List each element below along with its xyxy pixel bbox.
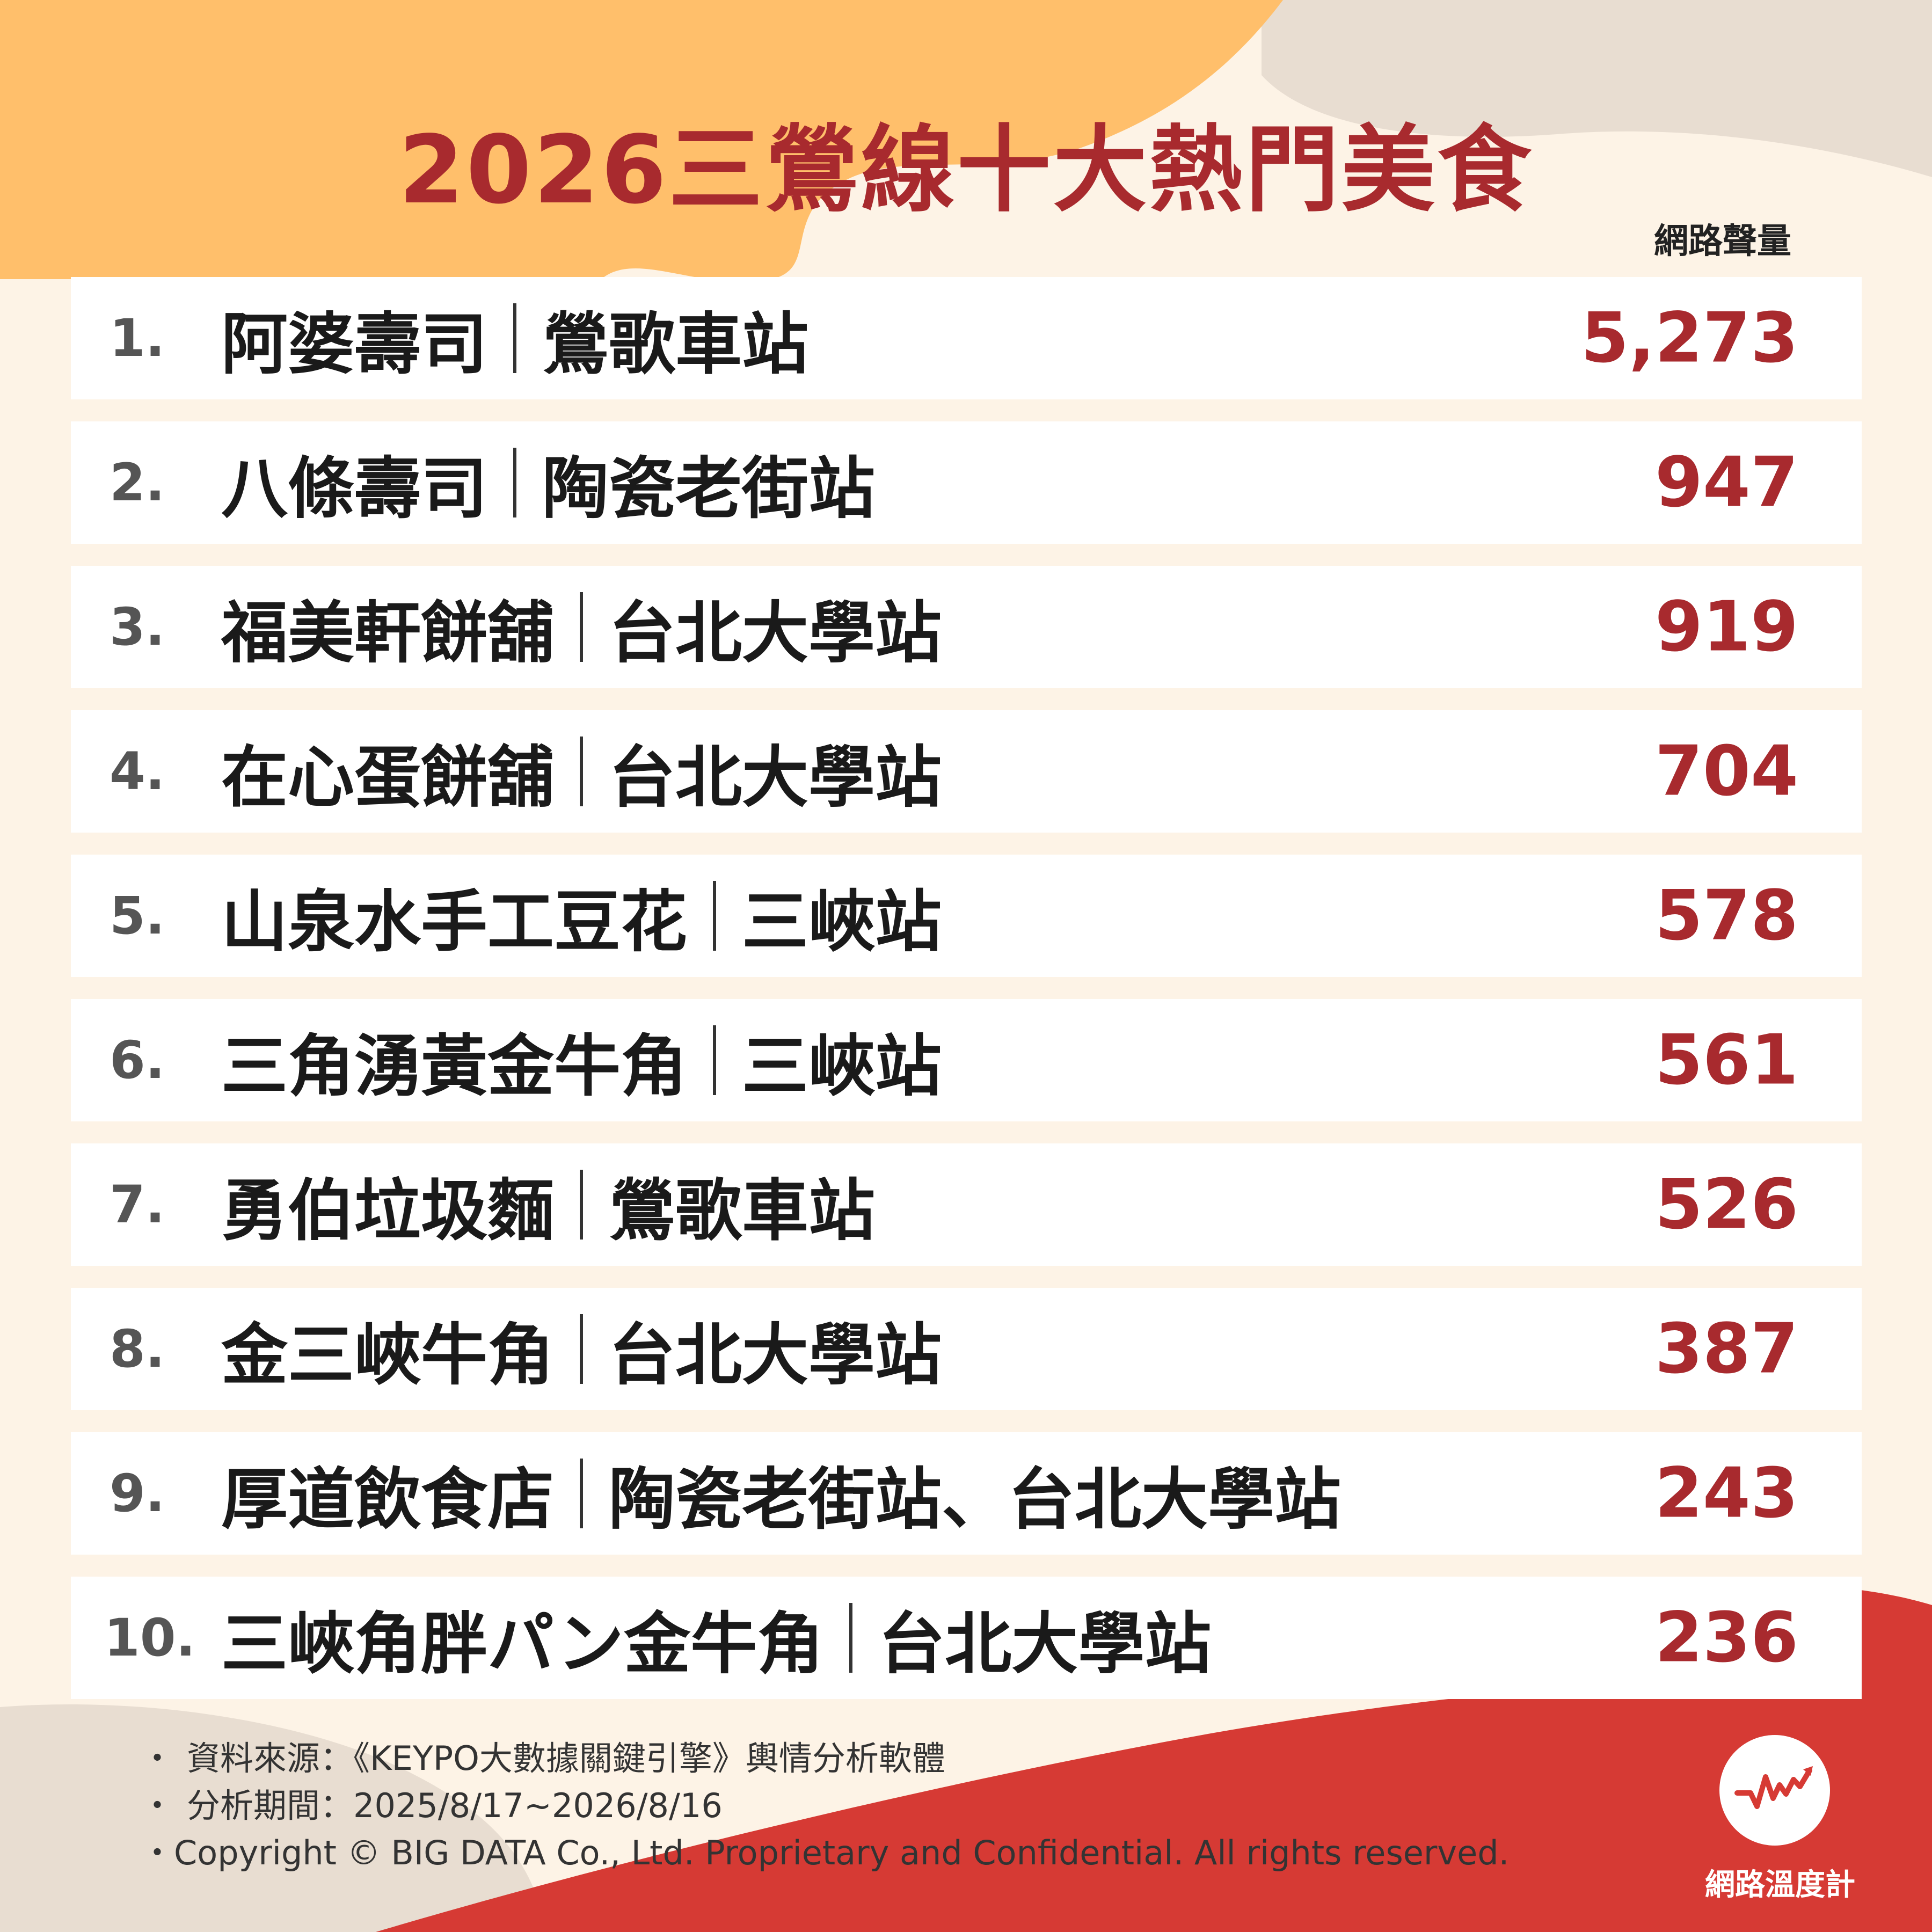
restaurant-name: 山泉水手工豆花	[221, 884, 688, 961]
bullet: ・	[141, 1786, 174, 1825]
restaurant-name: 三角湧黃金牛角	[221, 1028, 688, 1105]
restaurant-name: 金三峽牛角	[221, 1317, 555, 1394]
list-item: 3. 福美軒餅舖 台北大學站 919	[71, 566, 1862, 688]
rank-number: 9.	[110, 1463, 165, 1523]
divider	[849, 1603, 853, 1673]
station-name: 陶瓷老街站、台北大學站	[609, 1461, 1342, 1539]
divider	[580, 592, 584, 662]
volume-value: 236	[1654, 1598, 1798, 1678]
divider	[580, 1459, 584, 1528]
brand-logo: 網路溫度計	[1705, 1735, 1855, 1904]
station-name: 台北大學站	[878, 1606, 1212, 1683]
restaurant-name: 阿婆壽司	[221, 306, 488, 383]
volume-value: 578	[1654, 876, 1798, 956]
volume-value: 947	[1654, 442, 1798, 523]
copyright-note: ・Copyright © BIG DATA Co., Ltd. Propriet…	[141, 1833, 1510, 1872]
station-name: 鶯歌車站	[542, 306, 809, 383]
restaurant-name: 八條壽司	[221, 450, 488, 528]
station-name: 台北大學站	[609, 1317, 942, 1394]
list-item: 4. 在心蛋餅舖 台北大學站 704	[71, 710, 1862, 833]
restaurant-name: 在心蛋餅舖	[221, 739, 555, 816]
list-item: 7. 勇伯垃圾麵 鶯歌車站 526	[71, 1143, 1862, 1266]
list-item: 6. 三角湧黃金牛角 三峽站 561	[71, 999, 1862, 1121]
period-note: ・分析期間：2025/8/17~2026/8/16	[141, 1786, 723, 1825]
rank-number: 2.	[110, 453, 165, 513]
divider	[513, 303, 517, 373]
divider	[580, 1170, 584, 1240]
rank-number: 6.	[110, 1030, 165, 1090]
list-item: 1. 阿婆壽司 鶯歌車站 5,273	[71, 277, 1862, 399]
heartbeat-icon	[1719, 1735, 1830, 1846]
rank-number: 3.	[110, 597, 165, 657]
volume-value: 243	[1654, 1453, 1798, 1534]
rank-number: 8.	[110, 1319, 165, 1379]
station-name: 台北大學站	[609, 595, 942, 672]
footnotes: ・資料來源：《KEYPO大數據關鍵引擎》輿情分析軟體 ・分析期間：2025/8/…	[141, 1735, 1509, 1877]
station-name: 台北大學站	[609, 739, 942, 816]
rank-number: 5.	[110, 886, 165, 946]
divider	[580, 737, 584, 806]
bullet: ・	[141, 1833, 174, 1872]
restaurant-name: 三峽角胖パン金牛角	[221, 1606, 824, 1683]
page-title: 2026三鶯線十大熱門美食	[398, 116, 1534, 225]
restaurant-name: 厚道飲食店	[221, 1461, 555, 1539]
divider	[513, 448, 517, 517]
list-item: 5. 山泉水手工豆花 三峽站 578	[71, 855, 1862, 977]
list-item: 10. 三峽角胖パン金牛角 台北大學站 236	[71, 1577, 1862, 1699]
list-item: 9. 厚道飲食店 陶瓷老街站、台北大學站 243	[71, 1432, 1862, 1555]
volume-value: 387	[1654, 1309, 1798, 1389]
list-item: 8. 金三峽牛角 台北大學站 387	[71, 1288, 1862, 1410]
rank-number: 10.	[104, 1608, 196, 1668]
volume-value: 704	[1654, 731, 1798, 812]
station-name: 陶瓷老街站	[542, 450, 876, 528]
station-name: 鶯歌車站	[609, 1172, 876, 1250]
restaurant-name: 福美軒餅舖	[221, 595, 555, 672]
list-item: 2. 八條壽司 陶瓷老街站 947	[71, 421, 1862, 544]
rank-number: 7.	[110, 1175, 165, 1235]
divider	[713, 881, 717, 951]
volume-value: 5,273	[1581, 298, 1798, 378]
source-note: ・資料來源：《KEYPO大數據關鍵引擎》輿情分析軟體	[141, 1739, 945, 1778]
station-name: 三峽站	[742, 884, 942, 961]
volume-value: 561	[1654, 1020, 1798, 1100]
rank-number: 1.	[110, 308, 165, 368]
brand-name: 網路溫度計	[1705, 1868, 1855, 1902]
volume-value: 919	[1654, 587, 1798, 667]
station-name: 三峽站	[742, 1028, 942, 1105]
bullet: ・	[141, 1739, 174, 1778]
divider	[580, 1314, 584, 1384]
divider	[713, 1025, 717, 1095]
volume-value: 526	[1654, 1164, 1798, 1245]
column-header: 網路聲量	[1654, 222, 1791, 261]
restaurant-name: 勇伯垃圾麵	[221, 1172, 555, 1250]
ranking-list: 1. 阿婆壽司 鶯歌車站 5,273 2. 八條壽司 陶瓷老街站 947 3. …	[71, 277, 1862, 1721]
rank-number: 4.	[110, 741, 165, 801]
